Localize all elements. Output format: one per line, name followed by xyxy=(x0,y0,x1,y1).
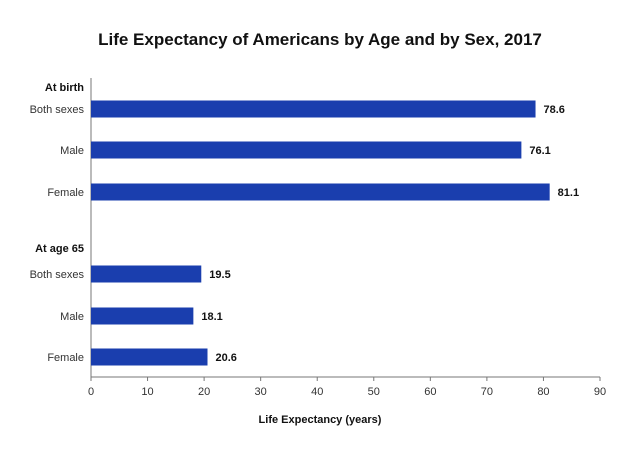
x-tick-label: 10 xyxy=(141,386,153,398)
data-label: 20.6 xyxy=(216,352,237,364)
data-label: 18.1 xyxy=(201,311,222,323)
x-tick-label: 30 xyxy=(255,386,267,398)
x-tick-label: 0 xyxy=(88,386,94,398)
bar xyxy=(91,348,208,366)
data-label: 78.6 xyxy=(544,104,565,116)
bar xyxy=(91,183,550,201)
bar xyxy=(91,265,202,283)
bar xyxy=(91,307,194,325)
x-tick-label: 50 xyxy=(368,386,380,398)
bar xyxy=(91,141,522,159)
chart-title: Life Expectancy of Americans by Age and … xyxy=(98,30,542,49)
data-label: 19.5 xyxy=(209,269,230,281)
data-label: 81.1 xyxy=(558,187,579,199)
x-tick-label: 40 xyxy=(311,386,323,398)
x-axis-label: Life Expectancy (years) xyxy=(258,414,382,426)
x-tick-label: 60 xyxy=(424,386,436,398)
x-tick-label: 80 xyxy=(537,386,549,398)
group-label: At age 65 xyxy=(35,243,84,255)
x-tick-label: 70 xyxy=(481,386,493,398)
category-label: Male xyxy=(60,145,84,157)
category-label: Both sexes xyxy=(30,269,85,281)
group-label: At birth xyxy=(45,82,84,94)
category-label: Female xyxy=(47,187,84,199)
category-label: Female xyxy=(47,352,84,364)
category-label: Male xyxy=(60,311,84,323)
data-label: 76.1 xyxy=(529,145,550,157)
category-label: Both sexes xyxy=(30,104,85,116)
bar xyxy=(91,100,536,118)
x-tick-label: 20 xyxy=(198,386,210,398)
x-tick-label: 90 xyxy=(594,386,606,398)
